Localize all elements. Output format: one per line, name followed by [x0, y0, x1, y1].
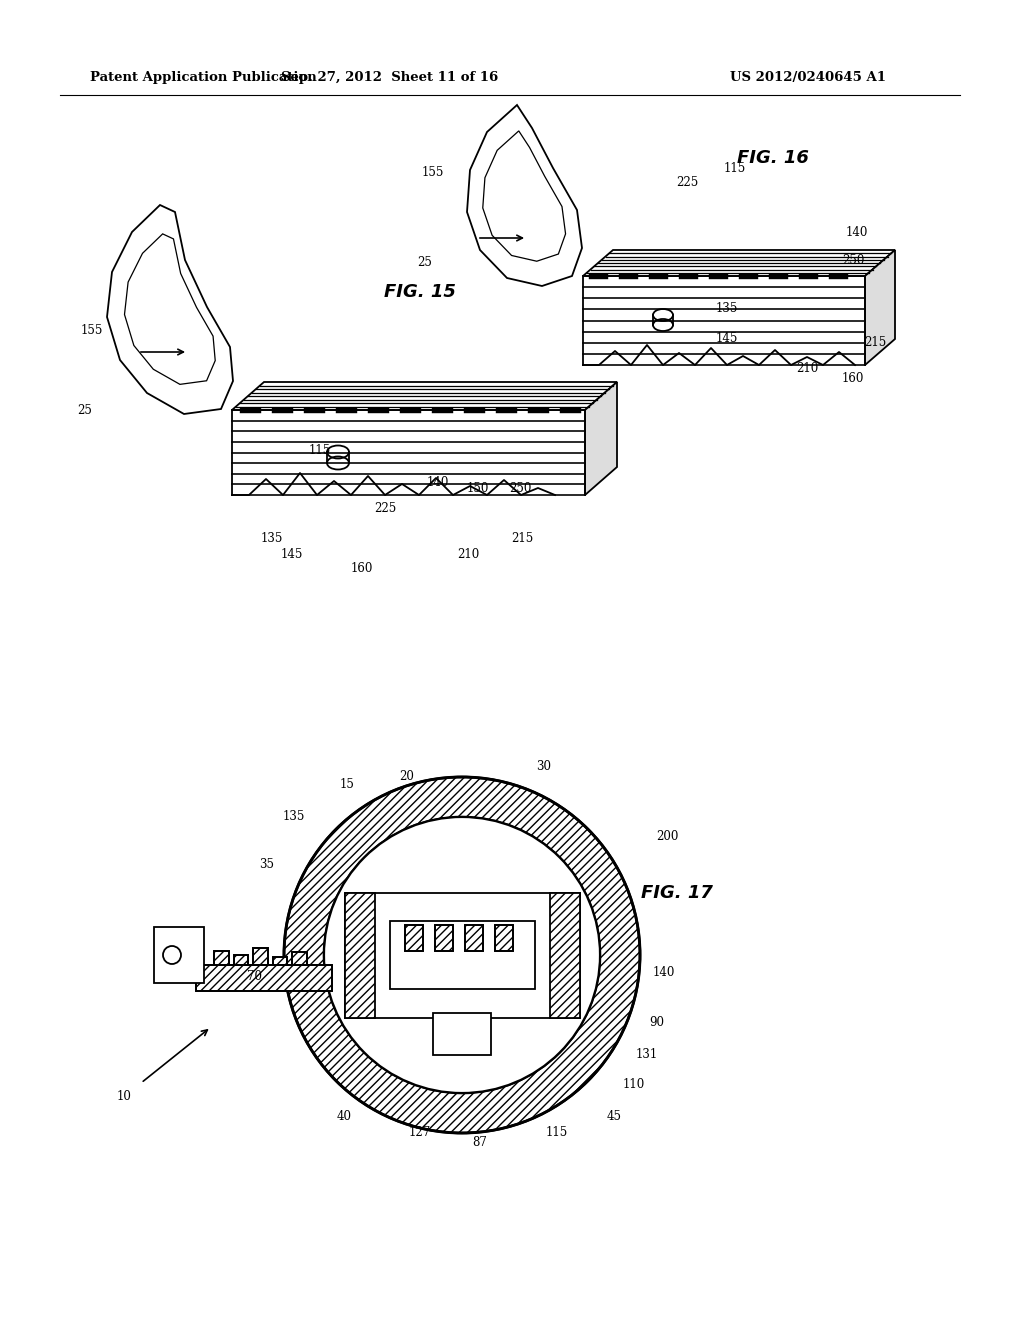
Polygon shape	[865, 249, 895, 366]
Text: 250: 250	[509, 482, 531, 495]
Polygon shape	[585, 381, 617, 495]
Text: 115: 115	[546, 1126, 568, 1139]
Circle shape	[324, 817, 600, 1093]
Text: 145: 145	[281, 549, 303, 561]
Bar	[495, 925, 513, 950]
Text: 70: 70	[247, 970, 261, 983]
Bar	[234, 954, 248, 965]
Text: 110: 110	[623, 1078, 645, 1092]
Text: 250: 250	[842, 253, 864, 267]
Text: 30: 30	[537, 760, 552, 774]
Bar	[253, 948, 268, 965]
Text: 10: 10	[117, 1090, 131, 1104]
Bar	[435, 925, 453, 950]
Text: 210: 210	[457, 549, 479, 561]
Text: 210: 210	[796, 362, 818, 375]
Bar	[433, 1012, 490, 1055]
Text: 15: 15	[340, 779, 354, 792]
Text: 225: 225	[374, 502, 396, 515]
Bar	[214, 950, 229, 965]
Bar	[406, 925, 423, 950]
Bar	[406, 925, 423, 950]
Text: 215: 215	[864, 335, 886, 348]
Text: 115: 115	[724, 161, 746, 174]
Bar	[344, 892, 580, 1018]
Bar	[234, 954, 248, 965]
Bar	[292, 952, 307, 965]
Text: 145: 145	[716, 331, 738, 345]
Text: 35: 35	[259, 858, 274, 871]
Text: 160: 160	[351, 561, 373, 574]
Text: 160: 160	[842, 371, 864, 384]
Text: 140: 140	[653, 966, 675, 979]
Bar	[465, 925, 483, 950]
Bar	[253, 948, 268, 965]
Bar	[214, 950, 229, 965]
Text: 115: 115	[309, 444, 331, 457]
Text: 45: 45	[606, 1110, 622, 1123]
Polygon shape	[467, 106, 582, 286]
Text: US 2012/0240645 A1: US 2012/0240645 A1	[730, 71, 886, 84]
Text: FIG. 17: FIG. 17	[641, 884, 713, 902]
Ellipse shape	[653, 309, 673, 321]
Bar	[435, 925, 453, 950]
Bar	[344, 892, 375, 1018]
Bar	[389, 921, 535, 989]
Text: 155: 155	[422, 165, 444, 178]
Text: 25: 25	[78, 404, 92, 417]
Text: 155: 155	[81, 323, 103, 337]
Text: 20: 20	[399, 771, 415, 784]
Circle shape	[163, 946, 181, 964]
Text: 90: 90	[649, 1016, 665, 1030]
Text: 135: 135	[716, 301, 738, 314]
Bar	[550, 892, 580, 1018]
Bar	[273, 957, 287, 965]
Text: FIG. 16: FIG. 16	[737, 149, 809, 168]
Text: Sep. 27, 2012  Sheet 11 of 16: Sep. 27, 2012 Sheet 11 of 16	[282, 71, 499, 84]
Text: Patent Application Publication: Patent Application Publication	[90, 71, 316, 84]
Text: 127: 127	[409, 1126, 431, 1139]
Bar	[465, 925, 483, 950]
Bar	[273, 957, 287, 965]
Text: 225: 225	[676, 176, 698, 189]
Bar	[154, 927, 204, 983]
Ellipse shape	[327, 446, 349, 458]
Text: 87: 87	[472, 1137, 487, 1150]
Text: 200: 200	[655, 830, 678, 843]
Text: 40: 40	[337, 1110, 351, 1123]
Text: 215: 215	[511, 532, 534, 544]
Text: 140: 140	[846, 226, 868, 239]
Text: 135: 135	[283, 810, 305, 824]
Polygon shape	[232, 381, 617, 411]
Bar	[292, 952, 307, 965]
Bar	[196, 965, 332, 991]
Bar	[196, 965, 332, 991]
Polygon shape	[106, 205, 233, 414]
Text: 25: 25	[418, 256, 432, 268]
Polygon shape	[583, 249, 895, 276]
Text: 131: 131	[636, 1048, 658, 1061]
Text: 135: 135	[261, 532, 284, 544]
Text: 140: 140	[427, 475, 450, 488]
Bar	[495, 925, 513, 950]
Text: FIG. 15: FIG. 15	[384, 282, 456, 301]
Text: 150: 150	[467, 482, 489, 495]
